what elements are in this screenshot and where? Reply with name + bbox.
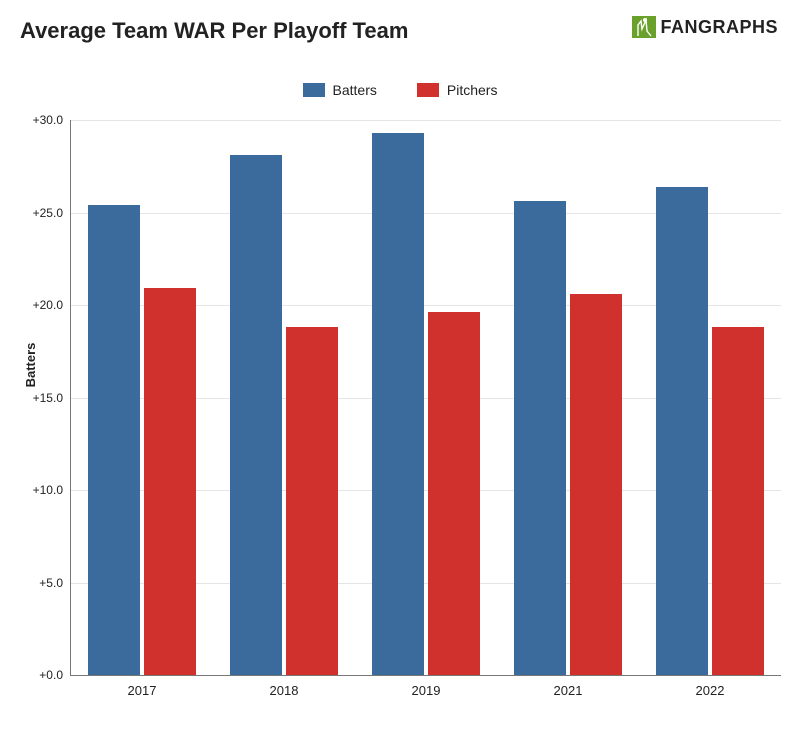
y-tick-label: +10.0 [33, 483, 71, 497]
gridline [71, 120, 781, 121]
legend-item-pitchers: Pitchers [417, 82, 498, 98]
bar-batters-2022 [656, 187, 708, 675]
bar-pitchers-2018 [286, 327, 338, 675]
y-tick-label: +15.0 [33, 391, 71, 405]
x-tick-label: 2017 [128, 675, 157, 698]
legend-swatch-batters [303, 83, 325, 97]
chart-legend: Batters Pitchers [0, 82, 800, 98]
x-tick-label: 2021 [554, 675, 583, 698]
y-tick-label: +30.0 [33, 113, 71, 127]
fangraphs-logo: FANGRAPHS [632, 16, 778, 38]
bar-pitchers-2019 [428, 312, 480, 675]
chart-plot-area: +0.0+5.0+10.0+15.0+20.0+25.0+30.02017201… [70, 120, 781, 676]
bar-batters-2017 [88, 205, 140, 675]
y-axis-title: Batters [23, 343, 38, 388]
y-tick-label: +20.0 [33, 298, 71, 312]
legend-label-pitchers: Pitchers [447, 82, 498, 98]
bar-batters-2018 [230, 155, 282, 675]
y-tick-label: +5.0 [39, 576, 71, 590]
y-tick-label: +25.0 [33, 206, 71, 220]
fangraphs-logo-icon [632, 16, 656, 38]
x-tick-label: 2019 [412, 675, 441, 698]
bar-pitchers-2017 [144, 288, 196, 675]
legend-label-batters: Batters [333, 82, 377, 98]
x-tick-label: 2022 [696, 675, 725, 698]
bar-pitchers-2021 [570, 294, 622, 675]
legend-item-batters: Batters [303, 82, 377, 98]
bar-pitchers-2022 [712, 327, 764, 675]
x-tick-label: 2018 [270, 675, 299, 698]
legend-swatch-pitchers [417, 83, 439, 97]
y-tick-label: +0.0 [39, 668, 71, 682]
bar-batters-2019 [372, 133, 424, 675]
fangraphs-logo-text: FANGRAPHS [660, 17, 778, 38]
chart-title: Average Team WAR Per Playoff Team [20, 18, 408, 44]
bar-batters-2021 [514, 201, 566, 675]
